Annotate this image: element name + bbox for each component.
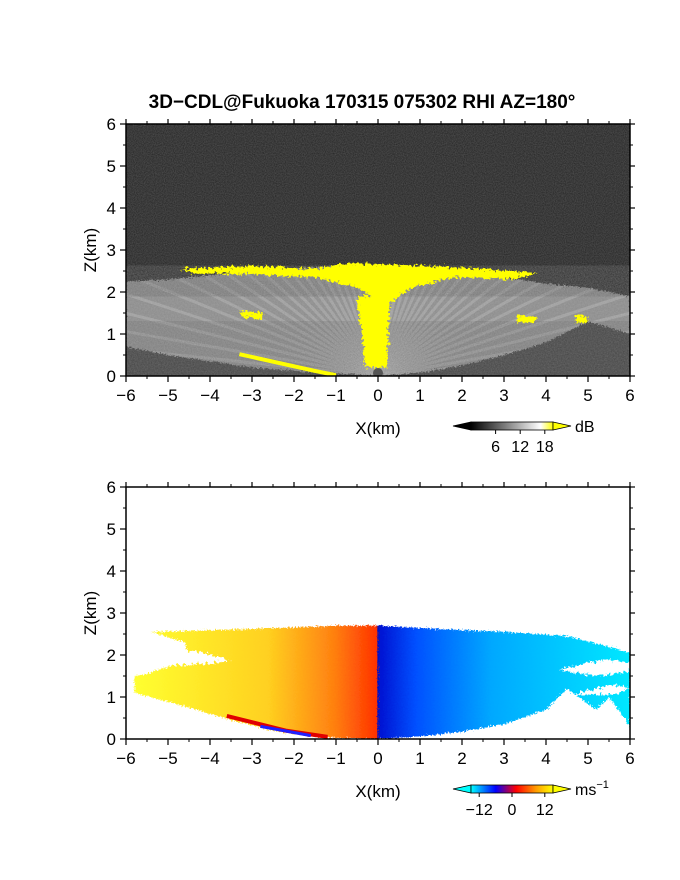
x-tick-label: −2 — [284, 386, 303, 405]
y-tick-label: 0 — [107, 367, 116, 386]
y-tick-label: 5 — [107, 520, 116, 539]
x-tick-label: −4 — [200, 749, 219, 768]
x-tick-label: 5 — [583, 386, 592, 405]
receding-velocity-region — [378, 625, 630, 739]
y-tick-label: 3 — [107, 604, 116, 623]
y-tick-label: 1 — [107, 688, 116, 707]
y-tick-label: 5 — [107, 157, 116, 176]
y-tick-label: 0 — [107, 730, 116, 749]
radar-origin-marker — [373, 368, 383, 376]
x-tick-label: 3 — [499, 749, 508, 768]
velocity-y-axis-label: Z(km) — [81, 591, 100, 635]
no-echo-gap — [130, 650, 231, 666]
colorbar-low-arrow — [452, 784, 472, 794]
intensity-colorbar: 6 12 18 dB — [452, 419, 595, 456]
x-tick-label: −3 — [242, 386, 261, 405]
x-tick-label: 2 — [457, 386, 466, 405]
x-tick-label: 1 — [415, 749, 424, 768]
y-tick-label: 2 — [107, 646, 116, 665]
x-tick-label: −6 — [116, 386, 135, 405]
x-tick-label: −1 — [326, 749, 345, 768]
y-tick-label: 6 — [107, 115, 116, 134]
x-tick-label: −2 — [284, 749, 303, 768]
colorbar-high-arrow — [552, 421, 572, 431]
clear-air-noise — [126, 124, 630, 297]
y-tick-label: 3 — [107, 241, 116, 260]
strong-echo-region — [357, 296, 391, 368]
y-tick-label: 6 — [107, 478, 116, 497]
x-tick-label: −5 — [158, 749, 177, 768]
strong-echo-region — [180, 263, 538, 305]
x-tick-label: 4 — [541, 749, 550, 768]
x-tick-label: −3 — [242, 749, 261, 768]
colorbar-tick-label: 6 — [491, 439, 500, 456]
colorbar-high-arrow — [552, 784, 572, 794]
intensity-axes: −6 −5 −4 −3 −2 −1 0 1 2 3 4 5 6 0 1 2 3 4 5 6 — [107, 115, 635, 405]
x-tick-label: 1 — [415, 386, 424, 405]
x-tick-label: −4 — [200, 386, 219, 405]
x-tick-label: 6 — [625, 386, 634, 405]
intensity-x-axis-label: X(km) — [355, 419, 400, 438]
x-tick-label: 6 — [625, 749, 634, 768]
colorbar-gradient — [470, 784, 554, 794]
x-tick-label: 5 — [583, 749, 592, 768]
x-tick-label: 2 — [457, 749, 466, 768]
below-cloud-noise — [126, 321, 630, 376]
no-echo-gap — [571, 684, 630, 695]
velocity-colorbar: −12 0 12 ms−1 — [452, 779, 609, 819]
colorbar-unit: ms−1 — [575, 779, 609, 799]
y-tick-label: 4 — [107, 199, 116, 218]
y-tick-label: 2 — [107, 283, 116, 302]
y-tick-label: 4 — [107, 562, 116, 581]
strong-echo-region — [575, 315, 588, 324]
x-tick-label: −6 — [116, 749, 135, 768]
velocity-x-axis-label: X(km) — [355, 782, 400, 801]
y-tick-label: 1 — [107, 325, 116, 344]
ground-clutter-line — [238, 352, 337, 376]
intensity-field — [126, 124, 630, 376]
colorbar-tick-label: 12 — [536, 802, 554, 819]
surface-return-blue — [260, 724, 312, 738]
colorbar-low-arrow — [452, 421, 472, 431]
strong-echo-region — [239, 310, 265, 320]
strong-echo-region — [516, 315, 538, 324]
colorbar-tick-label: 18 — [536, 439, 554, 456]
x-tick-label: 0 — [373, 386, 382, 405]
x-tick-label: −5 — [158, 386, 177, 405]
x-tick-label: 3 — [499, 386, 508, 405]
no-echo-gap — [558, 659, 630, 676]
intensity-y-axis-label: Z(km) — [81, 228, 100, 272]
colorbar-tick-label: 12 — [511, 439, 529, 456]
colorbar-tick-label: 0 — [508, 802, 517, 819]
colorbar-unit: dB — [575, 419, 595, 436]
velocity-axes: −6 −5 −4 −3 −2 −1 0 1 2 3 4 5 6 0 1 2 3 4 5 6 — [107, 478, 635, 768]
x-tick-label: 0 — [373, 749, 382, 768]
colorbar-gradient — [470, 421, 554, 431]
x-tick-label: −1 — [326, 386, 345, 405]
figure-title: 3D−CDL@Fukuoka 170315 075302 RHI AZ=180° — [149, 92, 576, 113]
x-tick-label: 4 — [541, 386, 550, 405]
velocity-field — [126, 487, 630, 739]
colorbar-tick-label: −12 — [466, 802, 493, 819]
